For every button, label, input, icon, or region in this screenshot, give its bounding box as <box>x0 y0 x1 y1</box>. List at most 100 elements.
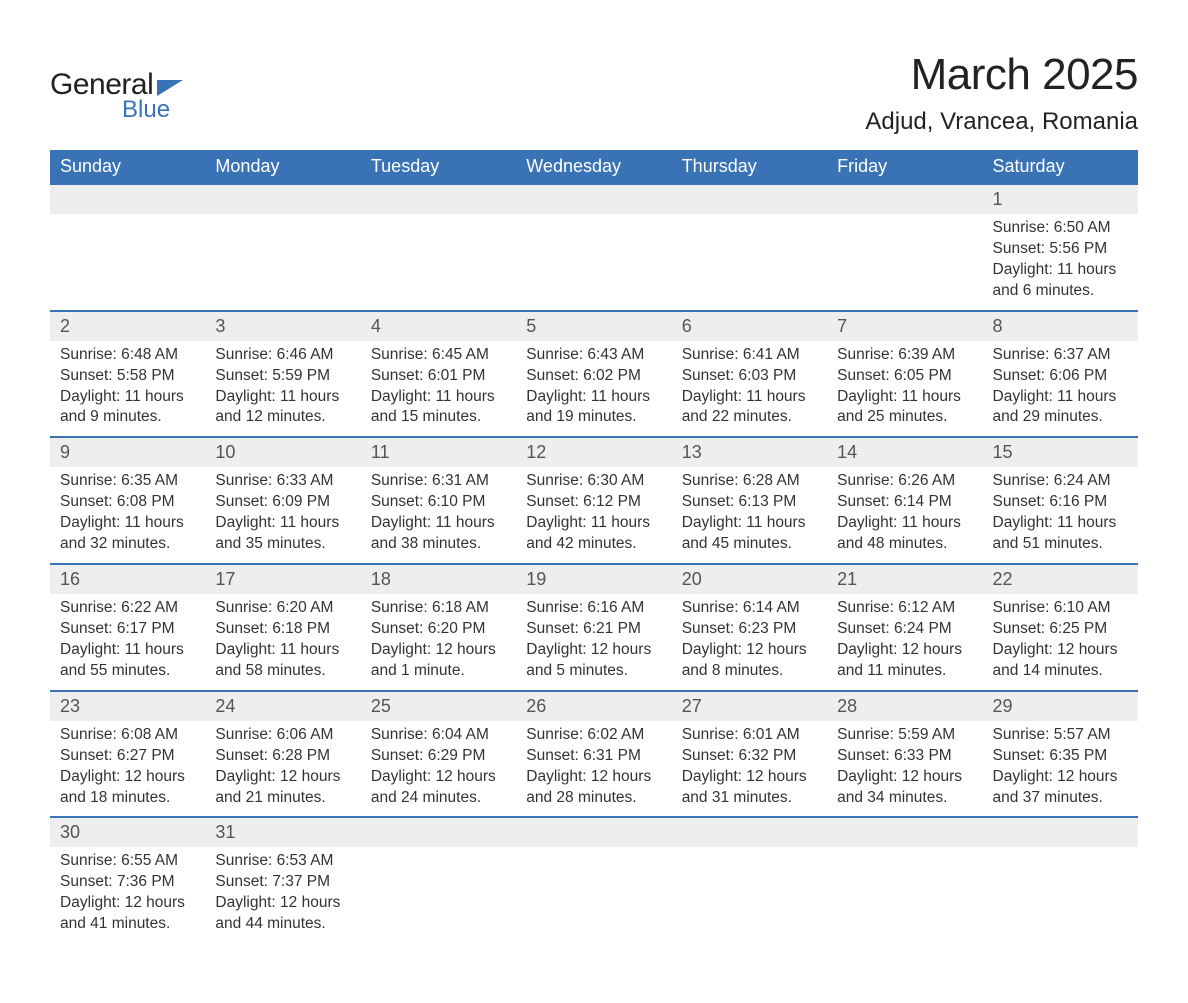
day-detail: Sunrise: 6:22 AMSunset: 6:17 PMDaylight:… <box>50 594 205 691</box>
day-detail: Sunrise: 6:06 AMSunset: 6:28 PMDaylight:… <box>205 721 360 818</box>
day-detail: Sunrise: 6:33 AMSunset: 6:09 PMDaylight:… <box>205 467 360 564</box>
day-detail <box>827 847 982 943</box>
day-detail: Sunrise: 6:04 AMSunset: 6:29 PMDaylight:… <box>361 721 516 818</box>
day-detail <box>672 847 827 943</box>
logo-triangle-icon <box>157 80 183 96</box>
day-detail: Sunrise: 6:14 AMSunset: 6:23 PMDaylight:… <box>672 594 827 691</box>
day-detail <box>672 214 827 311</box>
day-number: 13 <box>672 437 827 467</box>
day-number <box>827 184 982 214</box>
day-number <box>361 817 516 847</box>
logo: General Blue <box>50 50 183 124</box>
day-number <box>672 184 827 214</box>
calendar-body: 1 Sunrise: 6:50 AMSunset: 5:56 PMDayligh… <box>50 184 1138 943</box>
day-detail: Sunrise: 6:20 AMSunset: 6:18 PMDaylight:… <box>205 594 360 691</box>
day-number <box>361 184 516 214</box>
day-number: 21 <box>827 564 982 594</box>
detail-row: Sunrise: 6:35 AMSunset: 6:08 PMDaylight:… <box>50 467 1138 564</box>
day-number: 29 <box>983 691 1138 721</box>
day-number: 22 <box>983 564 1138 594</box>
day-number: 2 <box>50 311 205 341</box>
logo-text-blue: Blue <box>122 96 170 124</box>
day-detail: Sunrise: 6:12 AMSunset: 6:24 PMDaylight:… <box>827 594 982 691</box>
day-number: 24 <box>205 691 360 721</box>
day-number: 20 <box>672 564 827 594</box>
col-saturday: Saturday <box>983 150 1138 184</box>
day-number: 27 <box>672 691 827 721</box>
detail-row: Sunrise: 6:55 AMSunset: 7:36 PMDaylight:… <box>50 847 1138 943</box>
day-number: 9 <box>50 437 205 467</box>
day-number: 6 <box>672 311 827 341</box>
day-number: 3 <box>205 311 360 341</box>
day-number <box>827 817 982 847</box>
detail-row: Sunrise: 6:22 AMSunset: 6:17 PMDaylight:… <box>50 594 1138 691</box>
day-detail: Sunrise: 6:55 AMSunset: 7:36 PMDaylight:… <box>50 847 205 943</box>
day-detail: Sunrise: 6:26 AMSunset: 6:14 PMDaylight:… <box>827 467 982 564</box>
day-detail <box>50 214 205 311</box>
detail-row: Sunrise: 6:48 AMSunset: 5:58 PMDaylight:… <box>50 341 1138 438</box>
day-number: 25 <box>361 691 516 721</box>
day-number <box>672 817 827 847</box>
day-detail: Sunrise: 6:43 AMSunset: 6:02 PMDaylight:… <box>516 341 671 438</box>
day-detail: Sunrise: 6:30 AMSunset: 6:12 PMDaylight:… <box>516 467 671 564</box>
detail-row: Sunrise: 6:50 AMSunset: 5:56 PMDaylight:… <box>50 214 1138 311</box>
day-number: 5 <box>516 311 671 341</box>
col-friday: Friday <box>827 150 982 184</box>
day-number: 14 <box>827 437 982 467</box>
day-detail: Sunrise: 6:35 AMSunset: 6:08 PMDaylight:… <box>50 467 205 564</box>
day-number <box>516 184 671 214</box>
day-number: 18 <box>361 564 516 594</box>
day-detail: Sunrise: 6:39 AMSunset: 6:05 PMDaylight:… <box>827 341 982 438</box>
day-detail <box>516 214 671 311</box>
day-number: 30 <box>50 817 205 847</box>
col-tuesday: Tuesday <box>361 150 516 184</box>
day-number: 11 <box>361 437 516 467</box>
day-number: 12 <box>516 437 671 467</box>
col-sunday: Sunday <box>50 150 205 184</box>
day-detail: Sunrise: 6:53 AMSunset: 7:37 PMDaylight:… <box>205 847 360 943</box>
day-detail: Sunrise: 6:50 AMSunset: 5:56 PMDaylight:… <box>983 214 1138 311</box>
day-detail: Sunrise: 6:31 AMSunset: 6:10 PMDaylight:… <box>361 467 516 564</box>
day-detail: Sunrise: 6:10 AMSunset: 6:25 PMDaylight:… <box>983 594 1138 691</box>
day-number: 7 <box>827 311 982 341</box>
day-detail: Sunrise: 6:46 AMSunset: 5:59 PMDaylight:… <box>205 341 360 438</box>
weekday-header-row: Sunday Monday Tuesday Wednesday Thursday… <box>50 150 1138 184</box>
header: General Blue March 2025 Adjud, Vrancea, … <box>50 50 1138 136</box>
day-detail <box>827 214 982 311</box>
day-number: 19 <box>516 564 671 594</box>
day-detail: Sunrise: 6:16 AMSunset: 6:21 PMDaylight:… <box>516 594 671 691</box>
day-detail: Sunrise: 6:28 AMSunset: 6:13 PMDaylight:… <box>672 467 827 564</box>
day-detail: Sunrise: 6:08 AMSunset: 6:27 PMDaylight:… <box>50 721 205 818</box>
day-number <box>50 184 205 214</box>
day-detail: Sunrise: 5:59 AMSunset: 6:33 PMDaylight:… <box>827 721 982 818</box>
day-number: 23 <box>50 691 205 721</box>
day-detail <box>516 847 671 943</box>
day-number: 31 <box>205 817 360 847</box>
daynum-row: 1 <box>50 184 1138 214</box>
day-number <box>983 817 1138 847</box>
daynum-row: 9 10 11 12 13 14 15 <box>50 437 1138 467</box>
day-detail <box>361 847 516 943</box>
col-thursday: Thursday <box>672 150 827 184</box>
day-number: 10 <box>205 437 360 467</box>
daynum-row: 2 3 4 5 6 7 8 <box>50 311 1138 341</box>
day-detail: Sunrise: 6:01 AMSunset: 6:32 PMDaylight:… <box>672 721 827 818</box>
day-number: 4 <box>361 311 516 341</box>
daynum-row: 16 17 18 19 20 21 22 <box>50 564 1138 594</box>
calendar-table: Sunday Monday Tuesday Wednesday Thursday… <box>50 150 1138 943</box>
day-number <box>516 817 671 847</box>
daynum-row: 23 24 25 26 27 28 29 <box>50 691 1138 721</box>
title-month: March 2025 <box>865 50 1138 100</box>
day-number: 28 <box>827 691 982 721</box>
day-detail <box>983 847 1138 943</box>
col-wednesday: Wednesday <box>516 150 671 184</box>
day-detail: Sunrise: 6:41 AMSunset: 6:03 PMDaylight:… <box>672 341 827 438</box>
day-detail: Sunrise: 6:24 AMSunset: 6:16 PMDaylight:… <box>983 467 1138 564</box>
day-number: 8 <box>983 311 1138 341</box>
day-detail: Sunrise: 5:57 AMSunset: 6:35 PMDaylight:… <box>983 721 1138 818</box>
day-detail <box>361 214 516 311</box>
title-block: March 2025 Adjud, Vrancea, Romania <box>865 50 1138 136</box>
day-number: 1 <box>983 184 1138 214</box>
day-number: 17 <box>205 564 360 594</box>
day-detail: Sunrise: 6:48 AMSunset: 5:58 PMDaylight:… <box>50 341 205 438</box>
